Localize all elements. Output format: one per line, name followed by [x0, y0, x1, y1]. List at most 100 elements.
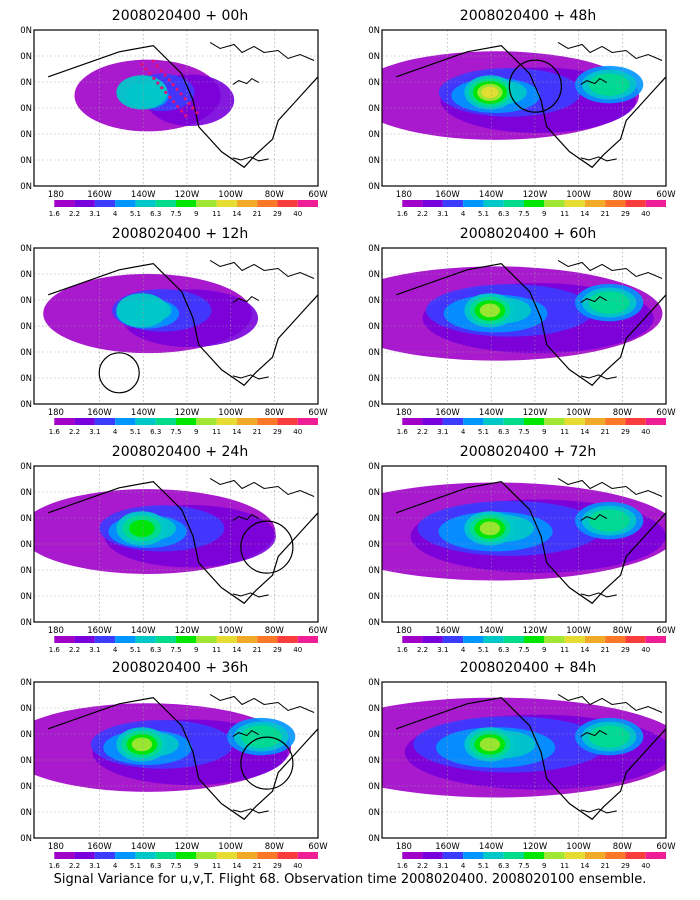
map-panel: 2008020400 + 84h 10N 20N 30N 40N 50N 60N 70N 180… [368, 660, 688, 872]
lon-tick-label: 140W [131, 190, 156, 200]
colorbar-label: 6.3 [150, 210, 161, 218]
colorbar-label: 40 [293, 646, 302, 654]
lat-tick-label: 40N [368, 104, 380, 114]
panel-title: 2008020400 + 48h [459, 8, 597, 24]
lon-tick-label: 100W [218, 842, 243, 852]
lon-tick-label: 120W [523, 626, 548, 636]
colorbar-label: 21 [253, 862, 262, 870]
colorbar-label: 3.1 [437, 862, 448, 870]
lat-tick-label: 10N [368, 834, 380, 844]
lat-tick-label: 40N [20, 540, 32, 550]
lat-tick-label: 50N [20, 296, 32, 306]
colorbar-label: 9 [194, 646, 198, 654]
lat-tick-label: 60N [368, 270, 380, 280]
lon-tick-label: 80W [613, 626, 633, 636]
variance-map: 10N 20N 30N 40N 50N 60N 70N 180 160W 140W 120W 100W… [20, 26, 328, 218]
colorbar-label: 6.3 [150, 646, 161, 654]
lon-tick-label: 80W [265, 626, 285, 636]
lat-tick-label: 10N [368, 400, 380, 410]
coastline [396, 696, 666, 821]
lat-tick-label: 20N [20, 156, 32, 166]
lat-tick-label: 60N [20, 704, 32, 714]
colorbar-label: 1.6 [49, 862, 61, 870]
lon-tick-label: 100W [566, 190, 591, 200]
lon-tick-label: 80W [613, 408, 633, 418]
colorbar-label: 3.1 [89, 428, 100, 436]
lat-tick-label: 30N [20, 130, 32, 140]
lat-tick-label: 70N [20, 678, 32, 688]
lon-tick-label: 120W [523, 842, 548, 852]
colorbar-label: 11 [560, 646, 569, 654]
colorbar-label: 5.1 [130, 428, 141, 436]
lat-tick-label: 20N [368, 808, 380, 818]
colorbar-label: 2.2 [69, 210, 80, 218]
lon-tick-label: 100W [218, 626, 243, 636]
colorbar-label: 9 [194, 862, 198, 870]
lon-tick-label: 160W [435, 626, 460, 636]
lat-tick-label: 30N [368, 130, 380, 140]
colorbar-label: 6.3 [150, 428, 161, 436]
map-panel: 2008020400 + 24h 10N 20N 30N 40N 50N 60N 70N 180… [20, 444, 340, 656]
lat-tick-label: 20N [20, 808, 32, 818]
colorbar-label: 1.6 [49, 646, 61, 654]
lat-tick-label: 70N [20, 462, 32, 472]
colorbar: 1.6 2.2 3.1 4 5.1 6.3 7.5 9 11 14 21 29 40 [382, 636, 666, 654]
lon-tick-label: 140W [479, 408, 504, 418]
colorbar-label: 3.1 [437, 428, 448, 436]
lat-tick-label: 70N [20, 26, 32, 36]
lon-tick-label: 140W [131, 842, 156, 852]
lon-tick-label: 60W [656, 408, 676, 418]
colorbar-label: 21 [601, 646, 610, 654]
colorbar-label: 29 [621, 646, 630, 654]
variance-field [382, 266, 663, 361]
colorbar-label: 3.1 [437, 646, 448, 654]
coastline [48, 44, 318, 169]
variance-field [34, 489, 276, 574]
lon-tick-label: 180 [48, 626, 64, 636]
colorbar-label: 21 [253, 210, 262, 218]
lon-tick-label: 140W [479, 842, 504, 852]
colorbar-label: 5.1 [130, 646, 141, 654]
lat-tick-label: 60N [368, 704, 380, 714]
lon-tick-label: 60W [656, 626, 676, 636]
lat-tick-label: 10N [20, 618, 32, 628]
colorbar: 1.6 2.2 3.1 4 5.1 6.3 7.5 9 11 14 21 29 40 [34, 636, 318, 654]
lon-tick-label: 180 [396, 190, 412, 200]
lon-tick-label: 100W [218, 190, 243, 200]
colorbar-label: 21 [253, 646, 262, 654]
colorbar-label: 3.1 [89, 210, 100, 218]
colorbar-label: 4 [113, 646, 118, 654]
colorbar-label: 4 [113, 862, 118, 870]
colorbar-label: 29 [621, 862, 630, 870]
figure-caption: Signal Variance for u,v,T. Flight 68. Ob… [53, 872, 647, 887]
lon-tick-label: 60W [308, 842, 328, 852]
colorbar-label: 6.3 [498, 210, 509, 218]
colorbar-label: 11 [212, 646, 221, 654]
colorbar-label: 6.3 [498, 862, 509, 870]
lat-tick-label: 40N [20, 104, 32, 114]
lon-tick-label: 100W [566, 626, 591, 636]
colorbar: 1.6 2.2 3.1 4 5.1 6.3 7.5 9 11 14 21 29 40 [34, 418, 318, 436]
colorbar-label: 11 [212, 210, 221, 218]
variance-field [34, 703, 296, 792]
lon-tick-label: 120W [175, 190, 200, 200]
colorbar: 1.6 2.2 3.1 4 5.1 6.3 7.5 9 11 14 21 29 40 [34, 200, 318, 218]
lat-tick-label: 50N [368, 296, 380, 306]
colorbar-label: 14 [232, 428, 241, 436]
colorbar-label: 14 [580, 428, 589, 436]
colorbar-label: 1.6 [397, 210, 409, 218]
variance-map: 10N 20N 30N 40N 50N 60N 70N 180 160W 140W 120W 100W… [368, 678, 676, 870]
colorbar-label: 14 [232, 210, 241, 218]
lon-tick-label: 120W [523, 408, 548, 418]
colorbar-label: 4 [461, 210, 466, 218]
panel-title: 2008020400 + 36h [111, 660, 249, 676]
lat-tick-label: 30N [20, 348, 32, 358]
colorbar-label: 5.1 [478, 210, 489, 218]
lat-tick-label: 60N [20, 270, 32, 280]
lon-tick-label: 140W [131, 408, 156, 418]
lon-tick-label: 160W [435, 842, 460, 852]
colorbar-label: 7.5 [170, 428, 181, 436]
colorbar: 1.6 2.2 3.1 4 5.1 6.3 7.5 9 11 14 21 29 40 [382, 852, 666, 870]
lon-tick-label: 60W [308, 408, 328, 418]
colorbar-label: 6.3 [498, 646, 509, 654]
